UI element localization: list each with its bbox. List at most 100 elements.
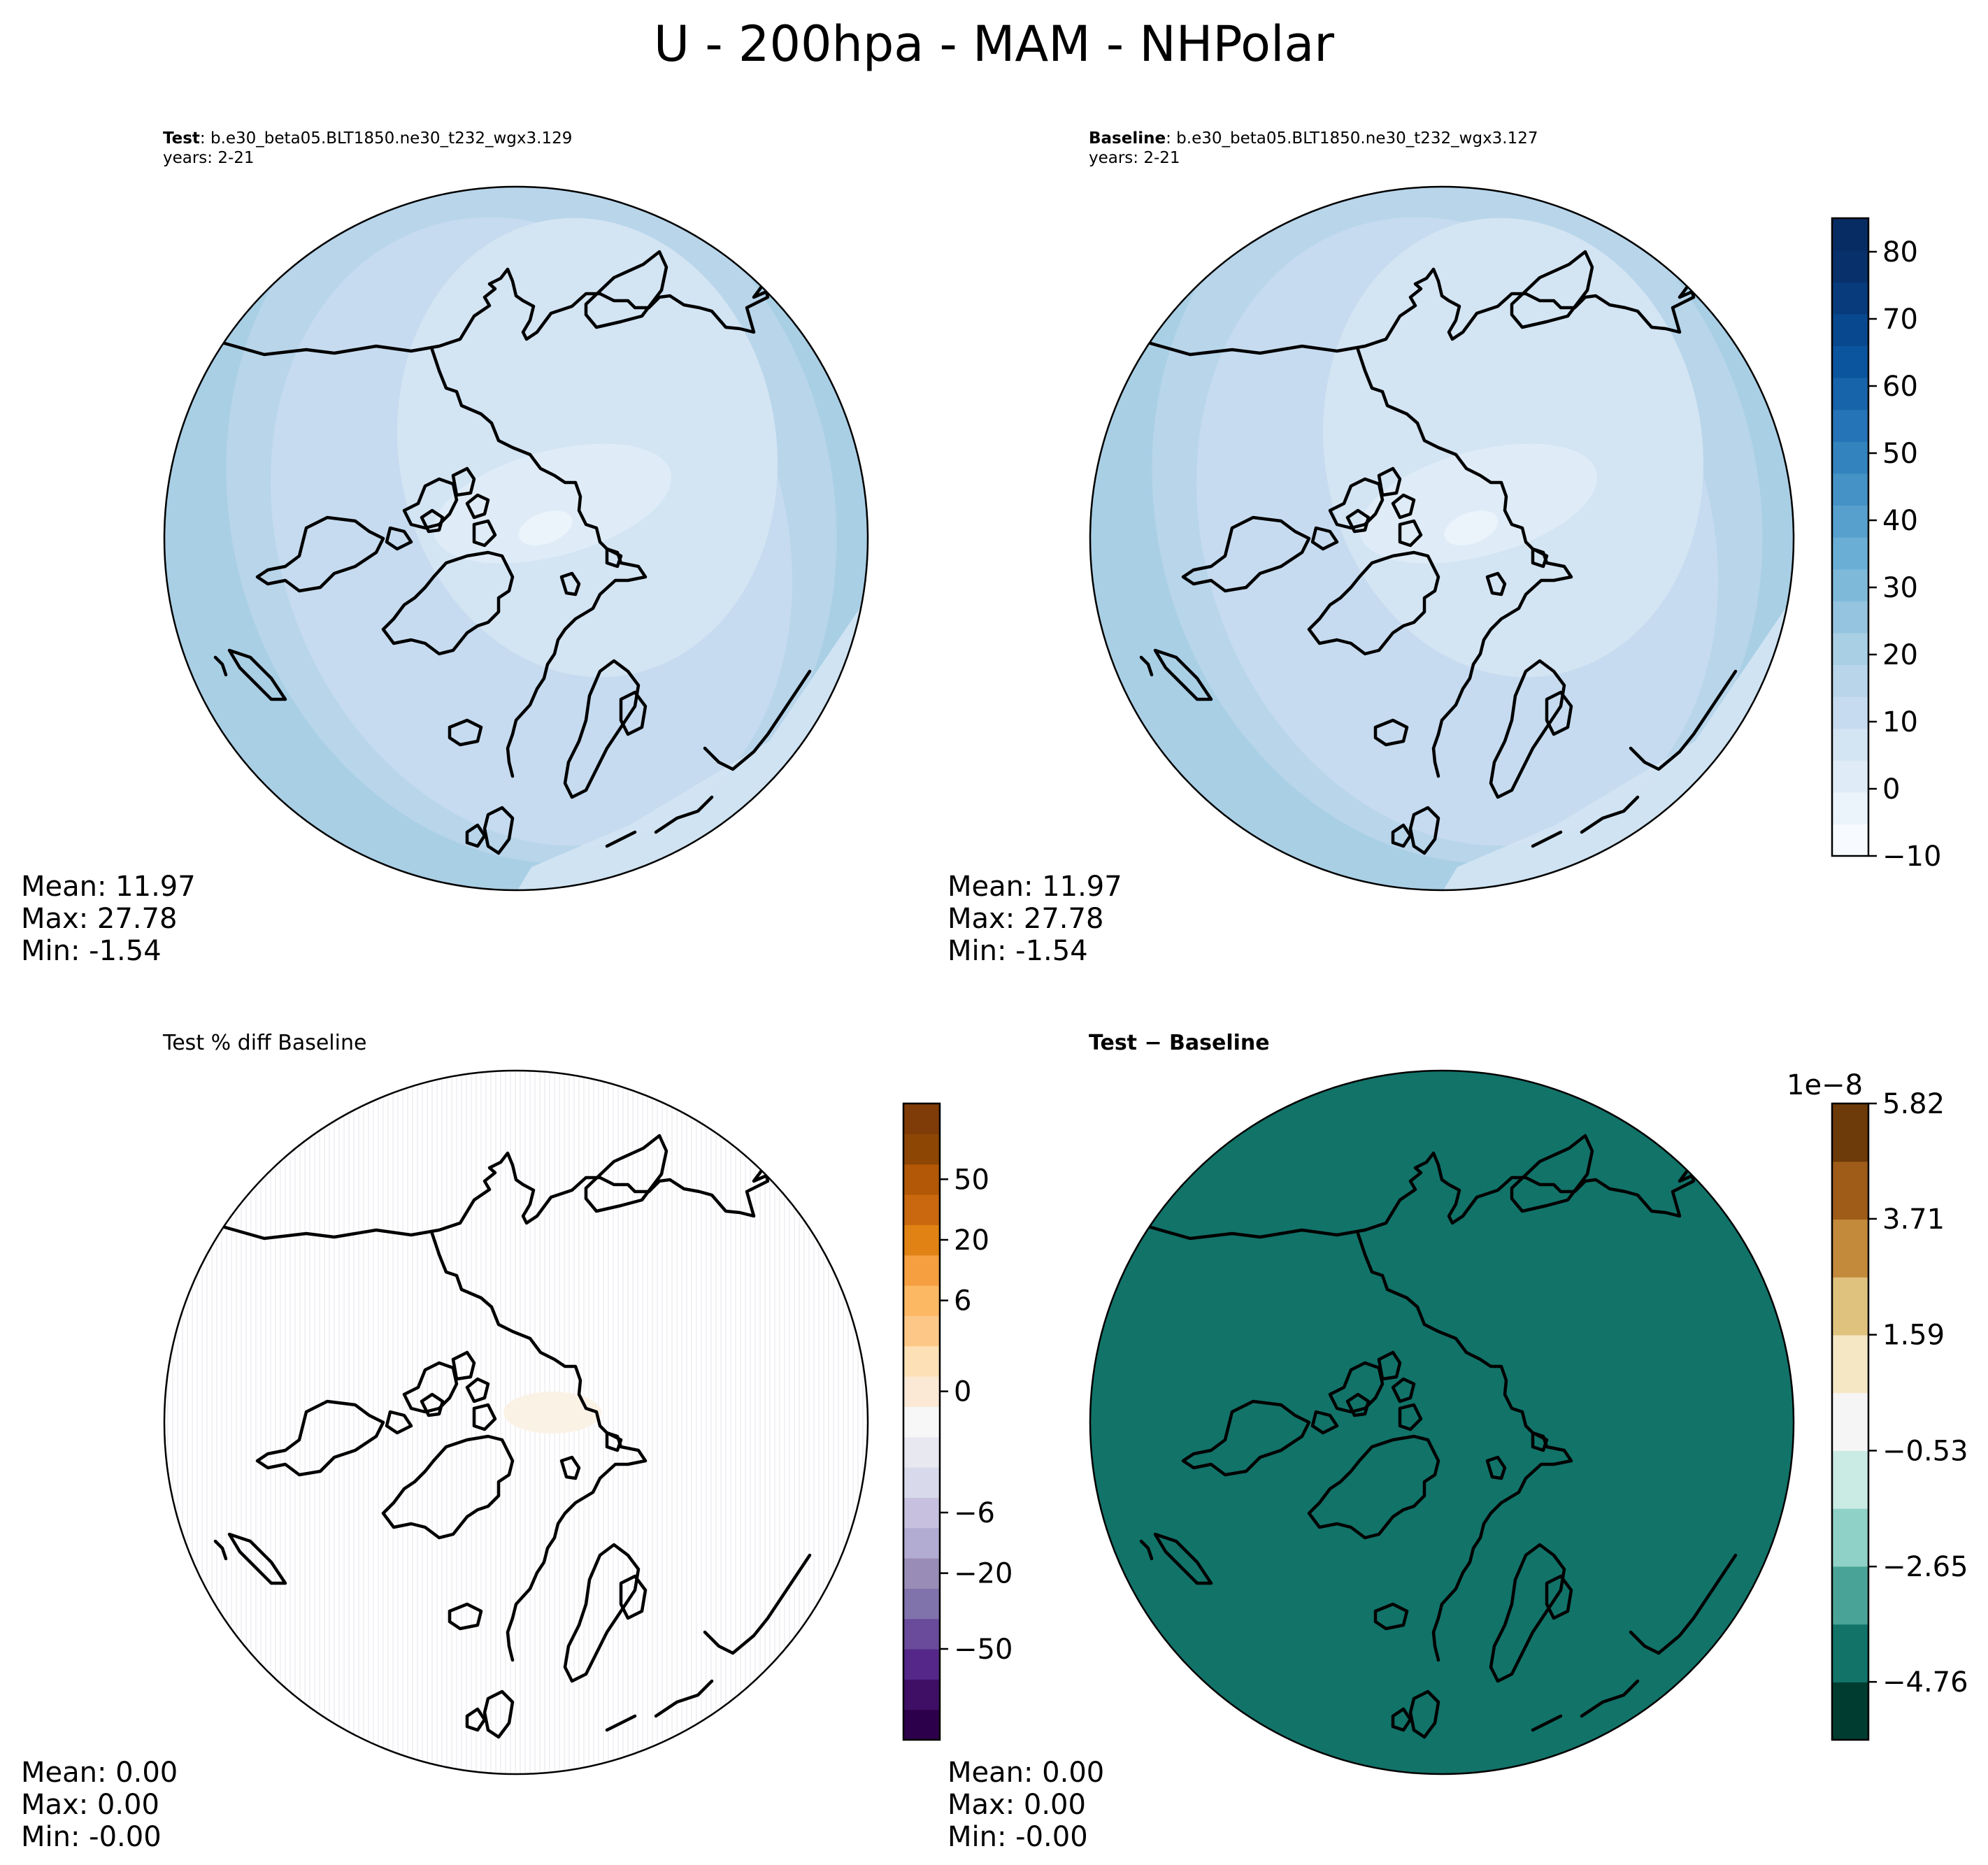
colorbar-segment xyxy=(1832,378,1868,410)
colorbar-segment xyxy=(1832,313,1868,346)
colorbar-segment xyxy=(903,1679,940,1710)
colorbar-segment xyxy=(1832,1624,1868,1682)
test-panel-years: years: 2-21 xyxy=(163,149,255,167)
colorbar-segment xyxy=(903,1345,940,1377)
colorbar-segment xyxy=(1832,473,1868,506)
colorbar-segment xyxy=(903,1134,940,1165)
baseline-title-case: : b.e30_beta05.BLT1850.ne30_t232_wgx3.12… xyxy=(1166,129,1538,148)
diff-stat-max: Max: 0.00 xyxy=(947,1789,1086,1821)
colorbar-segment xyxy=(1832,250,1868,283)
colorbar-offset-label: 1e−8 xyxy=(1787,1069,1863,1101)
colorbar-tick-label: 0 xyxy=(954,1376,971,1408)
baseline-colorbar: 80 70 60 50 40 30 20 10 0 −10 xyxy=(1831,217,1941,873)
colorbar-segment xyxy=(1832,1161,1868,1220)
colorbar-tick-label: 3.71 xyxy=(1882,1203,1945,1236)
colorbar-tick-label: −4.76 xyxy=(1882,1666,1968,1699)
test-title-label: Test xyxy=(163,129,200,148)
colorbar-segment xyxy=(1832,1103,1868,1162)
pctdiff-stat-min: Min: -0.00 xyxy=(21,1821,162,1853)
pctdiff-map xyxy=(163,1069,869,1775)
pctdiff-stat-mean: Mean: 0.00 xyxy=(21,1757,178,1789)
colorbar-tick-label: 6 xyxy=(954,1285,971,1317)
colorbar-tick-label: 70 xyxy=(1882,303,1918,336)
test-title-case: : b.e30_beta05.BLT1850.ne30_t232_wgx3.12… xyxy=(199,129,573,148)
colorbar-segment xyxy=(1832,569,1868,601)
diff-panel-title: Test − Baseline xyxy=(1089,1031,1270,1055)
colorbar-segment xyxy=(1832,728,1868,761)
colorbar-segment xyxy=(1832,218,1868,251)
colorbar-segment xyxy=(903,1497,940,1529)
colorbar-tick-label: −20 xyxy=(954,1558,1013,1590)
diff-stats: Mean: 0.00 Max: 0.00 Min: -0.00 xyxy=(947,1757,1104,1853)
colorbar-segment xyxy=(903,1406,940,1438)
colorbar-segment xyxy=(903,1436,940,1468)
diff-map xyxy=(1089,1069,1795,1775)
baseline-stats: Mean: 11.97 Max: 27.78 Min: -1.54 xyxy=(947,871,1122,967)
colorbar-segment xyxy=(1832,1566,1868,1625)
baseline-panel-years: years: 2-21 xyxy=(1089,149,1180,167)
pctdiff-panel-title: Test % diff Baseline xyxy=(163,1031,367,1055)
colorbar-segment xyxy=(903,1618,940,1650)
baseline-title-label: Baseline xyxy=(1089,129,1166,148)
colorbar-segment xyxy=(1832,632,1868,665)
colorbar-segment xyxy=(1832,1508,1868,1567)
colorbar-segment xyxy=(1832,824,1868,857)
test-stat-mean: Mean: 11.97 xyxy=(21,871,196,903)
colorbar-tick-label: 20 xyxy=(1882,639,1918,671)
colorbar-segment xyxy=(903,1255,940,1286)
colorbar-segment xyxy=(1832,1392,1868,1451)
colorbar-segment xyxy=(903,1527,940,1559)
diff-colorbar: 5.82 3.71 1.59 −0.53 −2.65 −4.76 1e−8 xyxy=(1787,1069,1968,1741)
colorbar-tick-label: −6 xyxy=(954,1497,995,1529)
figure-title: U - 200hpa - MAM - NHPolar xyxy=(653,15,1335,73)
colorbar-segment xyxy=(1832,1450,1868,1509)
colorbar-segment xyxy=(903,1467,940,1498)
colorbar-tick-label: −10 xyxy=(1882,841,1941,873)
colorbar-segment xyxy=(1832,1219,1868,1278)
test-stat-min: Min: -1.54 xyxy=(21,935,162,967)
colorbar-frame xyxy=(902,1102,941,1741)
colorbar-tick-label: 0 xyxy=(1882,773,1900,806)
colorbar-segment xyxy=(1832,792,1868,824)
colorbar-frame xyxy=(1831,1102,1870,1741)
baseline-stat-min: Min: -1.54 xyxy=(947,935,1088,967)
colorbar-tick-label: 60 xyxy=(1882,371,1918,403)
diff-stat-mean: Mean: 0.00 xyxy=(947,1757,1105,1789)
colorbar-segment xyxy=(903,1103,940,1134)
colorbar-tick-label: 40 xyxy=(1882,505,1918,537)
colorbar-segment xyxy=(903,1709,940,1741)
colorbar-tick-label: −2.65 xyxy=(1882,1551,1968,1583)
colorbar-tick-label: 30 xyxy=(1882,572,1918,604)
colorbar-segment xyxy=(903,1164,940,1195)
colorbar-segment xyxy=(1832,537,1868,570)
colorbar-segment xyxy=(1832,409,1868,442)
colorbar-tick-label: 50 xyxy=(954,1164,989,1196)
pctdiff-stat-max: Max: 0.00 xyxy=(21,1789,159,1821)
colorbar-segment xyxy=(1832,441,1868,474)
pctdiff-stats: Mean: 0.00 Max: 0.00 Min: -0.00 xyxy=(21,1757,178,1853)
colorbar-segment xyxy=(1832,1334,1868,1394)
colorbar-segment xyxy=(1832,664,1868,697)
colorbar-tick-label: 20 xyxy=(954,1224,989,1257)
colorbar-tick-label: 10 xyxy=(1882,706,1918,738)
colorbar-segment xyxy=(1832,282,1868,315)
colorbar-tick-label: 5.82 xyxy=(1882,1088,1945,1120)
baseline-stat-max: Max: 27.78 xyxy=(947,903,1104,935)
baseline-panel-title: Baseline: b.e30_beta05.BLT1850.ne30_t232… xyxy=(1089,129,1538,148)
test-stats: Mean: 11.97 Max: 27.78 Min: -1.54 xyxy=(21,871,196,967)
colorbar-tick-label: 1.59 xyxy=(1882,1320,1945,1352)
colorbar-frame xyxy=(1831,217,1870,857)
pctdiff-colorbar: 50 20 6 0 −6 −20 −50 xyxy=(902,1102,1013,1741)
colorbar-tick-label: 80 xyxy=(1882,236,1918,269)
colorbar-segment xyxy=(1832,505,1868,538)
colorbar-segment xyxy=(903,1194,940,1225)
test-map xyxy=(163,185,869,892)
colorbar-segment xyxy=(1832,345,1868,378)
colorbar-tick-label: −0.53 xyxy=(1882,1435,1968,1467)
colorbar-tick-label: −50 xyxy=(954,1634,1013,1666)
colorbar-segment xyxy=(1832,696,1868,729)
baseline-map xyxy=(1089,185,1795,892)
colorbar-segment xyxy=(1832,601,1868,634)
colorbar-segment xyxy=(1832,760,1868,793)
